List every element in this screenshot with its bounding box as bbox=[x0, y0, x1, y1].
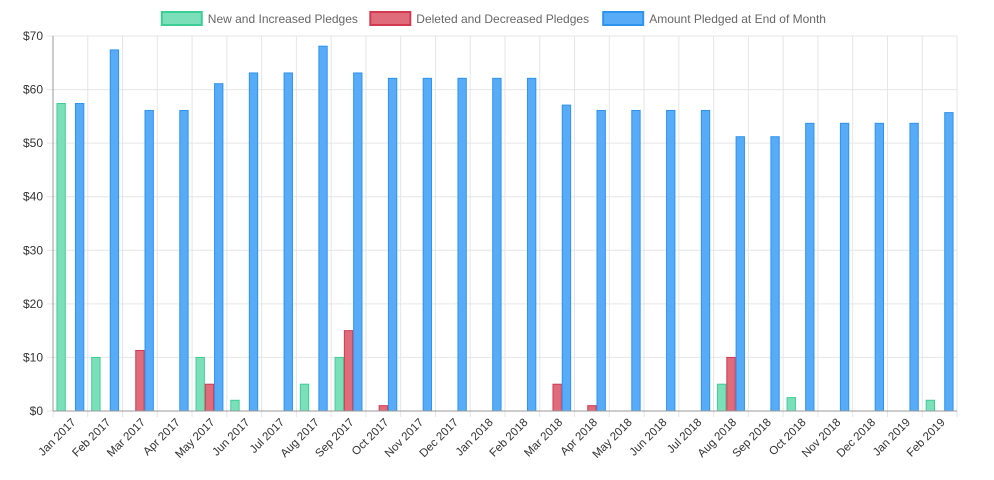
bar bbox=[378, 405, 388, 412]
bar bbox=[805, 122, 815, 412]
legend-swatch bbox=[160, 11, 203, 26]
bar bbox=[717, 383, 727, 412]
legend-label[interactable]: Deleted and Decreased Pledges bbox=[416, 12, 589, 26]
bar bbox=[56, 103, 66, 412]
bar bbox=[214, 83, 224, 412]
bar bbox=[735, 136, 745, 412]
bars bbox=[56, 45, 954, 412]
y-tick-labels: $0 $10 $20 $30 $40 $50 $60 $70 bbox=[23, 29, 43, 418]
bar bbox=[631, 109, 641, 412]
y-tick-label: $10 bbox=[23, 350, 43, 364]
bar bbox=[587, 405, 597, 412]
bar bbox=[492, 77, 502, 412]
bar bbox=[596, 109, 606, 412]
bar bbox=[387, 77, 398, 412]
bar bbox=[343, 330, 354, 412]
bar bbox=[230, 399, 240, 412]
axes bbox=[52, 36, 957, 412]
x-tick-label: Jun 2018 bbox=[628, 417, 670, 459]
bar bbox=[353, 72, 363, 412]
y-tick-label: $20 bbox=[23, 297, 43, 311]
y-tick-label: $60 bbox=[23, 83, 43, 97]
bar bbox=[909, 122, 919, 412]
bar bbox=[318, 45, 328, 412]
bar bbox=[299, 383, 310, 412]
x-tick-label: Jun 2017 bbox=[210, 417, 252, 459]
bar bbox=[91, 356, 101, 412]
bar bbox=[248, 72, 259, 412]
bar bbox=[561, 104, 572, 412]
bar bbox=[944, 112, 954, 412]
legend-label[interactable]: New and Increased Pledges bbox=[208, 12, 358, 26]
bar bbox=[666, 109, 676, 412]
bar bbox=[770, 136, 780, 412]
x-tick-label: Feb 2019 bbox=[905, 417, 948, 460]
bar bbox=[786, 397, 796, 412]
y-tick-label: $50 bbox=[23, 136, 43, 150]
legend-swatch bbox=[602, 11, 645, 26]
bar bbox=[144, 109, 154, 412]
bar bbox=[74, 103, 85, 412]
bar bbox=[334, 356, 344, 412]
bar bbox=[726, 356, 736, 412]
legend: New and Increased Pledges Deleted and Dec… bbox=[160, 11, 826, 26]
bar bbox=[179, 109, 189, 412]
y-tick-label: $30 bbox=[23, 243, 43, 257]
bar bbox=[700, 109, 711, 412]
x-tick-label: Mar 2017 bbox=[105, 417, 148, 460]
bar bbox=[195, 356, 205, 412]
bar bbox=[457, 77, 467, 412]
bar bbox=[109, 49, 120, 412]
bar bbox=[925, 399, 936, 412]
y-tick-label: $40 bbox=[23, 190, 43, 204]
bar bbox=[422, 77, 433, 412]
bar bbox=[135, 349, 145, 412]
bar bbox=[874, 122, 885, 412]
y-tick-label: $70 bbox=[23, 29, 43, 43]
x-tick-label: Mar 2018 bbox=[522, 417, 565, 460]
legend-label[interactable]: Amount Pledged at End of Month bbox=[649, 12, 826, 26]
bar bbox=[204, 383, 215, 412]
bar bbox=[839, 122, 850, 412]
y-tick-label: $0 bbox=[30, 404, 44, 418]
legend-swatch bbox=[369, 11, 412, 26]
bar bbox=[283, 72, 293, 412]
bar bbox=[552, 383, 562, 412]
bar bbox=[526, 77, 537, 412]
gridlines bbox=[47, 35, 958, 417]
